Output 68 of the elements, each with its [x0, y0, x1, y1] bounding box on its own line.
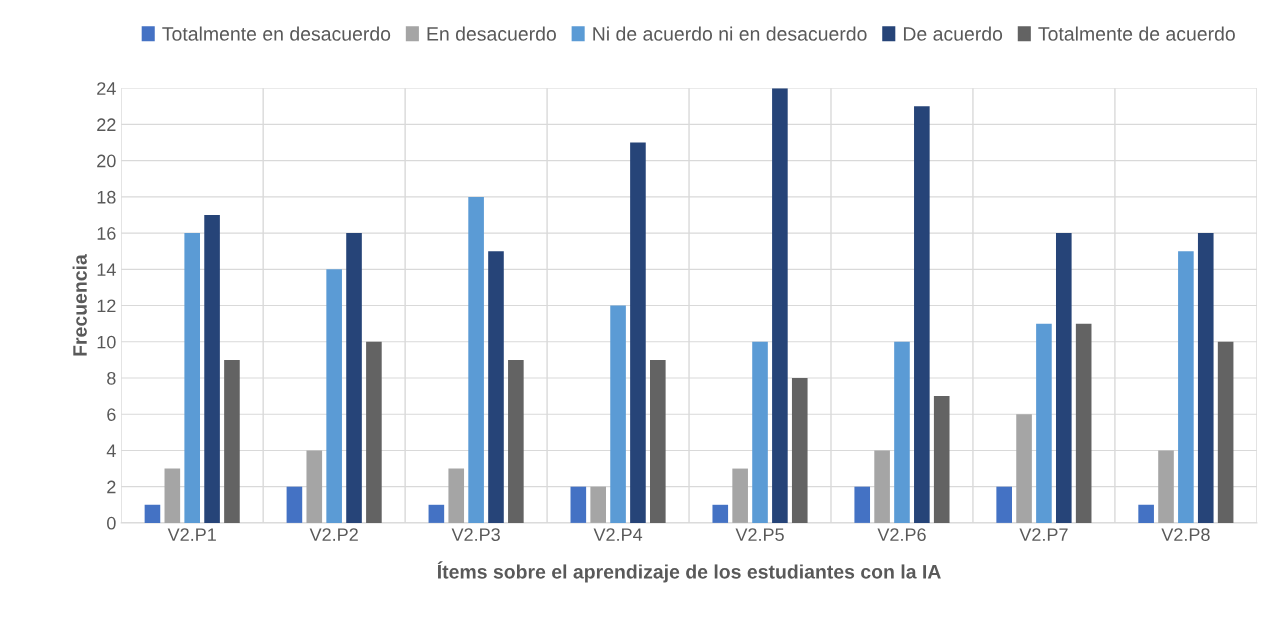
x-tick-label: V2.P5 [735, 528, 784, 542]
bar [570, 486, 587, 523]
bar [874, 450, 890, 523]
bar [508, 359, 524, 523]
bar [894, 341, 910, 523]
y-tick-label: 16 [97, 227, 116, 240]
bar [1016, 414, 1032, 523]
bar [1178, 251, 1194, 523]
y-tick-label: 14 [97, 263, 116, 276]
bar [996, 486, 1012, 523]
bar [144, 504, 161, 523]
y-tick-label: 10 [97, 335, 116, 349]
y-tick-label: 22 [97, 118, 116, 131]
bar [732, 468, 748, 523]
bar [712, 504, 729, 523]
bar [468, 196, 484, 523]
legend-label: De acuerdo [903, 26, 1003, 41]
bar [854, 486, 871, 523]
bar [326, 269, 342, 523]
y-tick-label: 18 [97, 190, 116, 204]
bar [1036, 323, 1052, 523]
bar [1055, 233, 1072, 523]
bar [1217, 341, 1234, 523]
x-tick-label: V2.P6 [877, 528, 926, 542]
y-tick-label: 8 [107, 371, 116, 385]
bar [286, 486, 303, 523]
x-tick-label: V2.P1 [167, 528, 216, 541]
y-tick-label: 20 [97, 154, 116, 168]
bar [650, 359, 666, 523]
bar [1158, 450, 1174, 523]
bar [791, 378, 808, 523]
x-tick-label: V2.P8 [1161, 528, 1210, 542]
y-tick-label: 2 [107, 480, 116, 494]
x-tick-label: V2.P7 [1019, 528, 1068, 541]
bar [428, 504, 445, 523]
bar [590, 486, 606, 523]
bar [184, 233, 201, 523]
y-tick-label: 4 [106, 444, 116, 457]
y-tick-label: 0 [107, 516, 116, 530]
bar [488, 251, 504, 523]
legend-label: En desacuerdo [427, 26, 556, 41]
bar [1075, 323, 1092, 523]
bar [306, 450, 323, 523]
y-axis-title: Frecuencia [72, 254, 87, 356]
legend-label: Ni de acuerdo ni en desacuerdo [593, 26, 867, 41]
bar [1197, 233, 1214, 523]
x-tick-label: V2.P3 [451, 528, 500, 542]
bar [366, 341, 382, 523]
bar [346, 233, 362, 523]
x-tick-label: V2.P2 [309, 528, 358, 541]
y-tick-label: 6 [107, 408, 116, 421]
bar [630, 142, 646, 523]
bar [752, 341, 768, 523]
bar [914, 106, 930, 523]
bar [1138, 504, 1154, 523]
bar [204, 214, 220, 523]
bar [610, 305, 626, 523]
y-tick-label: 24 [97, 82, 116, 95]
x-tick-label: V2.P4 [593, 528, 643, 541]
bar [224, 359, 240, 523]
bar [164, 468, 181, 523]
bar [448, 468, 465, 523]
legend-label: Totalmente de acuerdo [1038, 26, 1235, 41]
legend-label: Totalmente en desacuerdo [162, 26, 391, 41]
bar [933, 396, 950, 523]
x-axis-title: Ítems sobre el aprendizaje de los estudiantes con la IA [437, 561, 941, 583]
y-tick-label: 12 [97, 299, 116, 313]
bar [772, 88, 788, 523]
